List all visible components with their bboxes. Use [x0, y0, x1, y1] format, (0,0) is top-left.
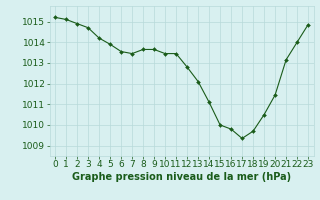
X-axis label: Graphe pression niveau de la mer (hPa): Graphe pression niveau de la mer (hPa) [72, 172, 291, 182]
